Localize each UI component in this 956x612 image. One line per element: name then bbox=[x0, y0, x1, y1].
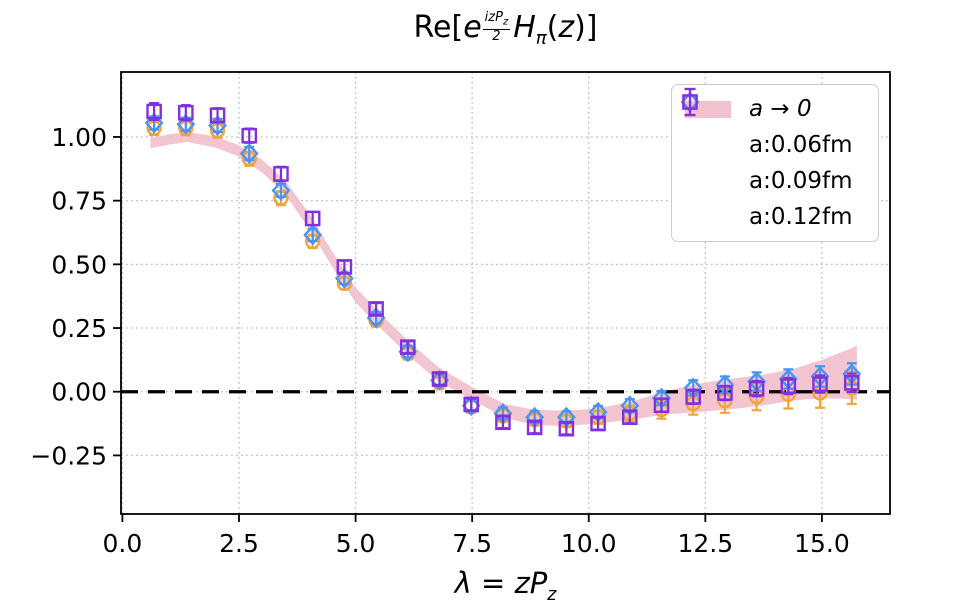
series-a012fm bbox=[146, 102, 860, 437]
legend-item: a:0.12fm bbox=[682, 87, 872, 234]
y-tick-label: 1.00 bbox=[51, 123, 107, 152]
title-exponent-fraction: izPz 2 bbox=[482, 10, 511, 45]
x-tick-label: 0.0 bbox=[103, 529, 143, 558]
y-tick-label: 0.25 bbox=[51, 314, 107, 343]
x-axis-label: λ = zPz bbox=[454, 566, 557, 605]
plot-frame bbox=[120, 71, 891, 515]
y-tick-label: −0.25 bbox=[30, 441, 107, 470]
legend-item-label: a → 0 bbox=[749, 96, 812, 122]
x-tick-label: 12.5 bbox=[677, 529, 733, 558]
legend-item-label: a:0.09fm bbox=[749, 168, 853, 194]
title-prefix: Re[ bbox=[413, 10, 464, 45]
x-tick-label: 5.0 bbox=[336, 529, 376, 558]
y-tick-label: 0.75 bbox=[51, 187, 107, 216]
x-tick-label: 15.0 bbox=[794, 529, 850, 558]
title-arg-open: ( bbox=[546, 10, 559, 45]
chart-title: Re[e izPz 2 Hπ(z)] bbox=[121, 4, 890, 54]
axes-ticks: 0.0 2.5 5.0 7.5 10.0 12.5 15.0 1.00 0.75 0.50 0.25… bbox=[30, 123, 849, 558]
y-tick-label: 0.50 bbox=[51, 250, 107, 279]
x-tick-label: 7.5 bbox=[452, 529, 492, 558]
x-tick-label: 2.5 bbox=[219, 529, 259, 558]
y-tick-label: 0.00 bbox=[51, 378, 107, 407]
extrapolation-band bbox=[150, 131, 857, 427]
title-arg: z bbox=[558, 10, 575, 45]
title-function-sub: π bbox=[535, 28, 547, 49]
title-suffix: )] bbox=[574, 10, 598, 45]
x-tick-label: 10.0 bbox=[561, 529, 617, 558]
legend-item: a:0.09fm bbox=[680, 87, 872, 198]
legend-item: a → 0 bbox=[682, 92, 872, 126]
legend-box: a → 0 a:0.06fm a:0.09fm a:0.12fm bbox=[671, 84, 879, 242]
legend-item-label: a:0.06fm bbox=[749, 132, 853, 158]
title-base: e bbox=[463, 10, 482, 45]
legend-item-label: a:0.12fm bbox=[749, 204, 853, 230]
title-function: H bbox=[513, 10, 536, 45]
legend-item: a:0.06fm bbox=[682, 87, 872, 162]
